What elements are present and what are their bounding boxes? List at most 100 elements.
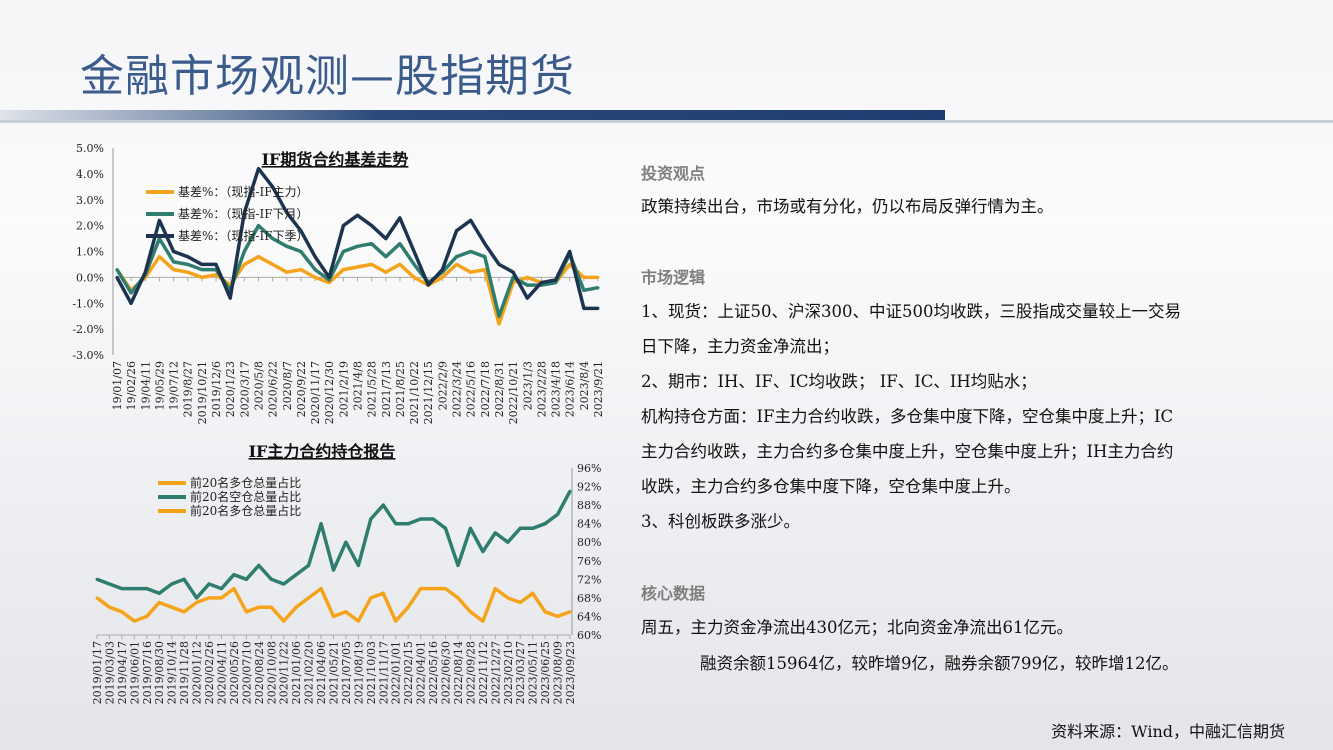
data-point (406, 522, 410, 526)
data-point (327, 278, 331, 282)
y-tick-label: 64% (577, 610, 601, 623)
y-tick-label: 4.0% (76, 168, 104, 181)
x-tick-label: 2019/10/21 (196, 361, 209, 424)
data-point (394, 619, 398, 623)
page-title: 金融市场观测—股指期货 (80, 51, 575, 102)
x-tick-label: 2023/2/28 (535, 361, 548, 417)
data-point (455, 229, 459, 233)
data-point (285, 244, 289, 248)
x-tick-label: 2022/2/9 (436, 361, 449, 410)
data-point (186, 255, 190, 259)
data-point (285, 211, 289, 215)
data-point (456, 563, 460, 567)
legend-label: 基差%：（现指-IF主力） (178, 184, 309, 199)
data-point (412, 275, 416, 279)
x-tick-label: 2019/12/6 (210, 361, 223, 417)
y-tick-label: 68% (577, 592, 601, 605)
data-point (200, 268, 204, 272)
data-point (381, 503, 385, 507)
data-point (582, 275, 586, 279)
series-line-1 (96, 490, 572, 600)
data-point (157, 218, 161, 222)
x-tick-label: 2022/01/01 (390, 641, 403, 704)
market-logic-line: 1、现货：上证50、沪深300、中证500均收跌，三股指成交量较上一交易 (641, 302, 1181, 321)
data-point (456, 596, 460, 600)
x-tick-label: 2019/08/30 (153, 641, 166, 704)
data-point (596, 306, 600, 310)
data-point (332, 614, 335, 618)
data-point (341, 268, 345, 272)
data-point (95, 577, 99, 581)
data-point (369, 517, 373, 521)
basis-chart: 5.0% 4.0% 3.0% 2.0% 1.0% 0.0% -1.0% -2.0% -3.0% 1… (72, 142, 605, 424)
data-point (115, 275, 119, 279)
data-point (219, 587, 223, 591)
x-tick-label: 2019/01/17 (91, 641, 104, 704)
data-point (242, 262, 246, 266)
x-tick-label: 2023/08/09 (552, 641, 565, 704)
x-tick-label: 2022/09/28 (464, 641, 477, 704)
data-point (356, 244, 359, 248)
x-tick-label: 2020/9/22 (295, 361, 308, 417)
data-point (172, 268, 176, 272)
x-tick-label: 2023/8/4 (578, 361, 591, 410)
x-tick-label: 2019/06/01 (128, 641, 141, 704)
data-point (381, 591, 385, 595)
data-point (341, 224, 345, 228)
x-tick-label: 2021/12/15 (422, 361, 435, 424)
data-point (256, 255, 260, 259)
data-point (129, 291, 133, 295)
x-tick-label: 2022/3/24 (451, 361, 464, 417)
y-tick-label: 60% (577, 629, 601, 642)
y-tick-label: 76% (577, 555, 601, 568)
x-tick-label: 2022/10/21 (507, 361, 520, 424)
x-tick-label: 2021/10/03 (365, 641, 378, 704)
heading-core-data: 核心数据 (641, 584, 706, 603)
market-logic-line: 收跌，主力合约多仓集中度下降，空仓集中度上升。 (641, 477, 1021, 496)
data-point (582, 288, 586, 292)
data-point (531, 591, 535, 595)
data-point (518, 526, 522, 530)
data-point (170, 605, 174, 609)
x-tick-label: 2023/05/11 (527, 641, 540, 704)
x-tick-label: 2022/08/14 (452, 641, 465, 704)
data-point (539, 281, 543, 285)
data-point (455, 255, 459, 259)
data-point (525, 283, 529, 287)
y-tick-label: 3.0% (76, 194, 104, 207)
data-point (525, 296, 529, 300)
data-point (327, 275, 331, 279)
data-point (468, 526, 472, 530)
data-point (256, 224, 260, 228)
data-point (384, 255, 388, 259)
x-tick-label: 2021/7/13 (380, 361, 393, 417)
data-point (344, 610, 348, 614)
data-point (214, 262, 218, 266)
data-point (481, 619, 485, 623)
x-tick-label: 2020/12/30 (323, 361, 336, 424)
x-tick-label: 2020/05/26 (228, 641, 241, 704)
data-point (412, 262, 416, 266)
data-point (256, 167, 260, 171)
data-point (369, 596, 373, 600)
legend-label: 前20名多仓总量占比 (190, 475, 301, 490)
data-point (271, 185, 275, 189)
x-tick-label: 2021/8/25 (394, 361, 407, 417)
data-point (228, 296, 232, 300)
data-point (170, 582, 174, 586)
data-point (200, 262, 204, 266)
x-tick-label: 2019/07/16 (141, 641, 154, 704)
data-point (356, 265, 359, 269)
data-point (431, 517, 435, 521)
y-tick-label: -1.0% (72, 297, 104, 310)
x-tick-label: 2021/2/19 (337, 361, 350, 417)
data-point (596, 286, 600, 290)
y-tick-label: 5.0% (76, 142, 104, 155)
x-tick-label: 2022/8/31 (493, 361, 506, 417)
x-tick-label: 2020/1/23 (224, 361, 237, 417)
investment-view-text: 政策持续出台，市场或有分化，仍以布局反弹行情为主。 (641, 197, 1054, 216)
data-point (157, 255, 161, 259)
x-tick-label: 2021/05/21 (328, 641, 341, 704)
data-point (269, 577, 273, 581)
data-point (506, 540, 510, 544)
